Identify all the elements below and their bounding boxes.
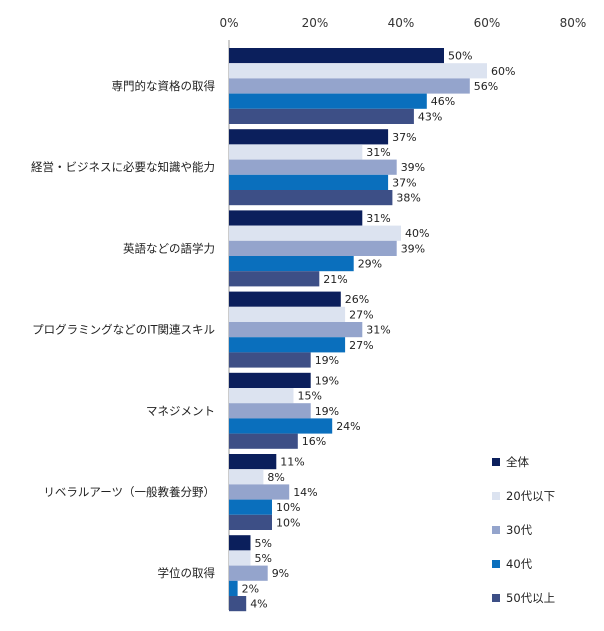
bar bbox=[229, 499, 272, 515]
data-label: 21% bbox=[323, 273, 347, 286]
data-label: 46% bbox=[431, 95, 455, 108]
data-label: 15% bbox=[298, 390, 322, 403]
bar bbox=[229, 78, 470, 94]
data-label: 16% bbox=[302, 435, 326, 448]
data-label: 24% bbox=[336, 420, 360, 433]
bar bbox=[229, 433, 298, 449]
bar bbox=[229, 454, 277, 470]
category-label: リベラルアーツ（一般教養分野） bbox=[43, 485, 215, 499]
data-label: 29% bbox=[358, 258, 382, 271]
bar bbox=[229, 469, 264, 485]
data-label: 40% bbox=[405, 227, 429, 240]
data-label: 56% bbox=[474, 80, 498, 93]
bar bbox=[229, 63, 487, 79]
data-label: 5% bbox=[255, 552, 272, 565]
bar bbox=[229, 271, 320, 287]
data-label: 27% bbox=[349, 308, 373, 321]
data-label: 11% bbox=[280, 456, 304, 469]
legend-swatch bbox=[492, 492, 500, 500]
category-label: 経営・ビジネスに必要な知識や能力 bbox=[31, 160, 215, 174]
data-label: 27% bbox=[349, 339, 373, 352]
category-label: 学位の取得 bbox=[158, 566, 216, 580]
bar bbox=[229, 93, 427, 109]
data-label: 26% bbox=[345, 293, 369, 306]
data-label: 5% bbox=[255, 537, 272, 550]
data-label: 50% bbox=[448, 50, 472, 63]
category-label: 専門的な資格の取得 bbox=[112, 79, 216, 93]
x-tick-label: 80% bbox=[560, 16, 587, 30]
bar bbox=[229, 190, 393, 206]
bar bbox=[229, 372, 311, 388]
data-label: 31% bbox=[366, 324, 390, 337]
bar bbox=[229, 550, 251, 566]
data-label: 43% bbox=[418, 110, 442, 123]
x-tick-label: 40% bbox=[388, 16, 415, 30]
category-label: マネジメント bbox=[146, 404, 215, 418]
x-tick-label: 20% bbox=[302, 16, 329, 30]
legend-label: 50代以上 bbox=[506, 591, 555, 605]
bar bbox=[229, 388, 294, 404]
legend-label: 20代以下 bbox=[506, 489, 555, 503]
x-tick-label: 60% bbox=[474, 16, 501, 30]
legend-label: 30代 bbox=[506, 523, 533, 537]
x-tick-label: 0% bbox=[219, 16, 238, 30]
data-label: 2% bbox=[242, 582, 259, 595]
bar bbox=[229, 225, 401, 241]
bar bbox=[229, 322, 363, 338]
bar bbox=[229, 535, 251, 551]
bar bbox=[229, 484, 290, 500]
legend-label: 全体 bbox=[506, 455, 529, 469]
data-label: 14% bbox=[293, 486, 317, 499]
data-label: 8% bbox=[267, 471, 284, 484]
data-label: 9% bbox=[272, 567, 289, 580]
bar bbox=[229, 256, 354, 272]
data-label: 39% bbox=[401, 161, 425, 174]
data-label: 4% bbox=[250, 598, 267, 611]
category-label: プログラミングなどのIT関連スキル bbox=[32, 323, 215, 337]
data-label: 39% bbox=[401, 242, 425, 255]
legend-swatch bbox=[492, 526, 500, 534]
data-label: 60% bbox=[491, 65, 515, 78]
legend-label: 40代 bbox=[506, 557, 533, 571]
legend: 全体 20代以下 30代 40代 50代以上 bbox=[492, 455, 555, 605]
bar bbox=[229, 210, 363, 226]
bar bbox=[229, 418, 333, 434]
legend-swatch bbox=[492, 560, 500, 568]
data-label: 10% bbox=[276, 516, 300, 529]
x-axis-ticks: 0% 20% 40% 60% 80% bbox=[219, 16, 586, 30]
data-label: 31% bbox=[366, 212, 390, 225]
bars: 50%60%56%46%43%37%31%39%37%38%31%40%39%2… bbox=[229, 48, 515, 612]
bar bbox=[229, 174, 389, 190]
bar bbox=[229, 352, 311, 368]
data-label: 31% bbox=[366, 146, 390, 159]
data-label: 37% bbox=[392, 176, 416, 189]
bar bbox=[229, 403, 311, 419]
data-label: 19% bbox=[315, 374, 339, 387]
data-label: 19% bbox=[315, 405, 339, 418]
bar bbox=[229, 48, 444, 64]
data-label: 37% bbox=[392, 131, 416, 144]
bar bbox=[229, 129, 389, 145]
data-label: 38% bbox=[396, 192, 420, 205]
bar bbox=[229, 240, 397, 256]
bar bbox=[229, 337, 346, 353]
data-label: 10% bbox=[276, 501, 300, 514]
bar bbox=[229, 108, 414, 124]
category-label: 英語などの語学力 bbox=[123, 241, 215, 255]
bar bbox=[229, 306, 346, 322]
bar bbox=[229, 565, 268, 581]
category-labels: 専門的な資格の取得経営・ビジネスに必要な知識や能力英語などの語学力プログラミング… bbox=[31, 79, 215, 580]
bar bbox=[229, 291, 341, 307]
legend-swatch bbox=[492, 594, 500, 602]
bar bbox=[229, 580, 238, 596]
legend-swatch bbox=[492, 458, 500, 466]
bar bbox=[229, 144, 363, 160]
bar bbox=[229, 514, 272, 530]
bar bbox=[229, 596, 247, 612]
data-label: 19% bbox=[315, 354, 339, 367]
bar bbox=[229, 159, 397, 175]
